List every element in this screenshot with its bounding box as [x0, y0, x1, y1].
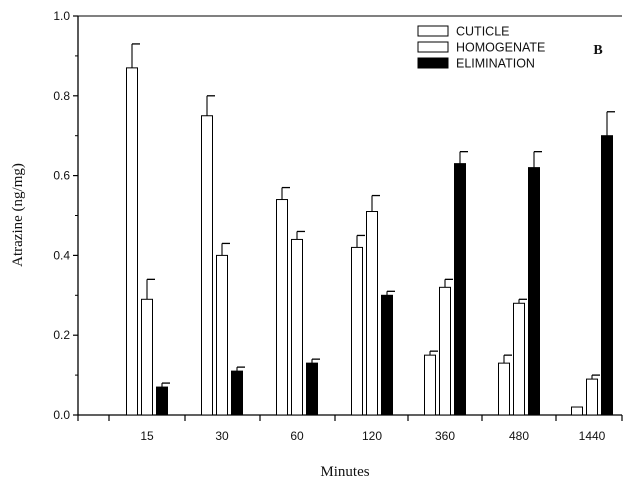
- bar-elimination-15: [156, 386, 168, 416]
- y-axis: 0.0 0.2 0.4 0.6 0.8 1.0: [53, 9, 79, 422]
- x-axis-title: Minutes: [320, 464, 369, 480]
- y-axis-title: Atrazine (ng/mg): [10, 163, 26, 267]
- bar-cuticle-1440: [571, 406, 583, 416]
- y-tick-label-0: 0.0: [53, 408, 70, 422]
- bar-homogenate-360: [439, 286, 451, 416]
- bar-cuticle-120: [351, 246, 363, 416]
- x-tick-label-4: 360: [435, 429, 455, 443]
- bar-elimination-60: [306, 362, 318, 416]
- legend: CUTICLE HOMOGENATE ELIMINATION: [417, 25, 545, 71]
- bar-homogenate-480: [513, 302, 525, 416]
- legend-swatch-elimination: [417, 57, 449, 69]
- bar-homogenate-60: [291, 238, 303, 416]
- bar-homogenate-1440: [586, 378, 598, 416]
- bar-elimination-1440: [601, 135, 613, 416]
- bar-elimination-30: [231, 370, 243, 416]
- bar-cuticle-360: [424, 354, 436, 416]
- bar-elimination-480: [528, 167, 540, 416]
- legend-label-cuticle: CUTICLE: [456, 25, 509, 39]
- bar-cuticle-60: [276, 199, 288, 416]
- bar-homogenate-15: [141, 298, 153, 416]
- x-tick-label-3: 120: [362, 429, 382, 443]
- x-tick-label-6: 1440: [579, 429, 606, 443]
- y-tick-label-2: 0.4: [53, 248, 70, 262]
- bar-cuticle-15: [126, 67, 138, 416]
- legend-swatch-cuticle: [417, 25, 449, 37]
- legend-label-homogenate: HOMOGENATE: [456, 41, 545, 55]
- y-tick-label-3: 0.6: [53, 169, 70, 183]
- bars-group: [126, 43, 615, 416]
- bar-elimination-120: [381, 294, 393, 416]
- bar-cuticle-30: [201, 115, 213, 416]
- bar-cuticle-480: [498, 362, 510, 416]
- x-tick-label-1: 30: [215, 429, 229, 443]
- y-tick-label-4: 0.8: [53, 89, 70, 103]
- x-tick-label-0: 15: [140, 429, 154, 443]
- bar-elimination-360: [454, 163, 466, 416]
- legend-swatch-homogenate: [417, 41, 449, 53]
- y-tick-label-5: 1.0: [53, 9, 70, 23]
- x-axis: 15 30 60 120 360 480 1440: [77, 414, 623, 443]
- legend-label-elimination: ELIMINATION: [456, 57, 535, 71]
- x-tick-label-2: 60: [290, 429, 304, 443]
- bar-homogenate-30: [216, 254, 228, 416]
- bar-homogenate-120: [366, 211, 378, 416]
- panel-label: B: [593, 43, 602, 58]
- y-tick-label-1: 0.2: [53, 328, 70, 342]
- x-tick-label-5: 480: [509, 429, 529, 443]
